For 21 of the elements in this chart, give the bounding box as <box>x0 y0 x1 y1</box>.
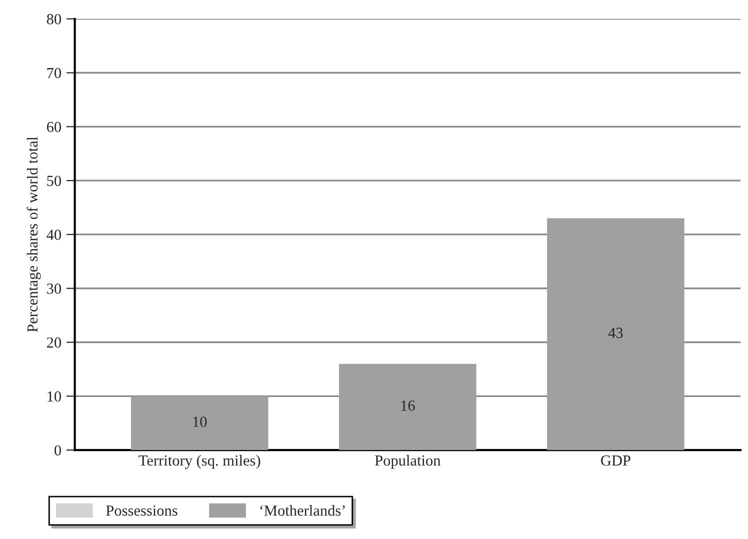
y-tick-label: 40 <box>46 230 62 240</box>
data-label: 10 <box>193 416 207 427</box>
y-axis-title: Percentage shares of world total <box>26 136 41 332</box>
y-tick-label: 30 <box>47 284 62 294</box>
y-tick-label: 70 <box>47 68 62 78</box>
y-tick-label: 60 <box>46 122 62 132</box>
legend-label: Possessions <box>106 505 178 516</box>
y-tick-label: 10 <box>48 391 62 402</box>
legend-label: ‘Motherlands’ <box>260 505 345 516</box>
x-tick-label: Territory (sq. miles) <box>138 454 260 469</box>
y-tick-label: 0 <box>54 445 62 456</box>
x-tick-label: GDP <box>601 455 630 466</box>
bar <box>339 364 476 450</box>
y-tick-label: 20 <box>47 337 62 348</box>
y-tick-label: 80 <box>46 14 62 24</box>
x-tick-label: Population <box>374 454 441 469</box>
data-label: 43 <box>608 328 623 338</box>
data-label: 16 <box>401 400 415 411</box>
bar <box>130 396 268 450</box>
y-tick-label: 50 <box>47 176 62 186</box>
bar <box>547 218 684 450</box>
